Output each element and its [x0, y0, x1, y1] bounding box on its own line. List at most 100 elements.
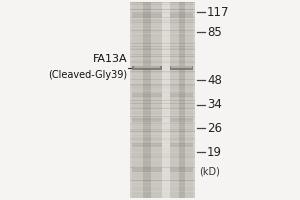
- Bar: [130, 103, 195, 104]
- Bar: [178, 2, 184, 198]
- Bar: [130, 72, 195, 73]
- Bar: [130, 71, 195, 72]
- Bar: [130, 134, 195, 135]
- Bar: [130, 64, 195, 65]
- Bar: [130, 195, 195, 196]
- Bar: [130, 177, 195, 178]
- Bar: [170, 66, 193, 70]
- Text: 34: 34: [207, 98, 222, 112]
- Bar: [130, 131, 195, 132]
- Bar: [170, 2, 193, 198]
- Bar: [130, 175, 195, 176]
- Bar: [130, 196, 195, 197]
- Bar: [130, 138, 195, 139]
- Bar: [134, 66, 160, 68]
- Bar: [130, 44, 195, 45]
- Bar: [130, 133, 195, 134]
- Bar: [130, 66, 195, 67]
- Bar: [130, 43, 195, 44]
- Bar: [130, 40, 195, 41]
- Bar: [130, 77, 195, 78]
- Text: FA13A: FA13A: [92, 54, 127, 64]
- Bar: [130, 89, 195, 90]
- Bar: [130, 74, 195, 75]
- Bar: [130, 142, 195, 143]
- Bar: [130, 98, 195, 99]
- Bar: [130, 56, 195, 57]
- Bar: [130, 156, 195, 157]
- Bar: [130, 75, 195, 76]
- Bar: [130, 124, 195, 125]
- Bar: [130, 61, 195, 62]
- Bar: [130, 165, 195, 166]
- Bar: [130, 178, 195, 179]
- Text: 85: 85: [207, 25, 222, 38]
- Bar: [130, 25, 195, 26]
- Bar: [130, 129, 195, 130]
- Bar: [130, 118, 195, 119]
- Text: 117: 117: [207, 5, 230, 19]
- Bar: [130, 84, 195, 85]
- Bar: [130, 121, 195, 122]
- Bar: [130, 149, 195, 150]
- Bar: [130, 30, 195, 31]
- Bar: [130, 4, 195, 5]
- Bar: [130, 102, 195, 103]
- Bar: [130, 35, 195, 36]
- Bar: [130, 23, 195, 24]
- Bar: [130, 5, 195, 6]
- Bar: [130, 120, 195, 121]
- Bar: [130, 87, 195, 88]
- Bar: [130, 170, 195, 171]
- Bar: [130, 26, 195, 27]
- Bar: [170, 118, 193, 122]
- Bar: [130, 13, 195, 14]
- Bar: [130, 38, 195, 39]
- Bar: [130, 59, 195, 60]
- Bar: [130, 2, 195, 3]
- Bar: [170, 13, 193, 17]
- Bar: [130, 69, 195, 70]
- Bar: [130, 62, 195, 63]
- Bar: [130, 152, 195, 153]
- Bar: [130, 123, 195, 124]
- Bar: [130, 107, 195, 108]
- Bar: [130, 164, 195, 165]
- Bar: [130, 51, 195, 52]
- Bar: [130, 191, 195, 192]
- Bar: [130, 10, 195, 11]
- Bar: [130, 185, 195, 186]
- Bar: [130, 49, 195, 50]
- Bar: [132, 143, 162, 147]
- Bar: [170, 93, 193, 97]
- Bar: [130, 90, 195, 91]
- Bar: [130, 85, 195, 86]
- Bar: [130, 33, 195, 34]
- Bar: [132, 2, 162, 198]
- Bar: [130, 41, 195, 42]
- Bar: [130, 147, 195, 148]
- Bar: [130, 95, 195, 96]
- Bar: [130, 28, 195, 29]
- Bar: [130, 36, 195, 37]
- Bar: [130, 22, 195, 23]
- Bar: [130, 182, 195, 183]
- Bar: [130, 180, 195, 181]
- Bar: [130, 79, 195, 80]
- Text: 26: 26: [207, 121, 222, 134]
- Bar: [130, 173, 195, 174]
- Bar: [130, 169, 195, 170]
- Bar: [130, 108, 195, 109]
- Bar: [130, 157, 195, 158]
- Bar: [130, 154, 195, 155]
- Bar: [130, 31, 195, 32]
- Bar: [130, 82, 195, 83]
- Bar: [130, 188, 195, 189]
- Bar: [130, 126, 195, 127]
- Bar: [130, 113, 195, 114]
- Bar: [130, 139, 195, 140]
- Text: (kD): (kD): [199, 167, 220, 177]
- Bar: [143, 2, 151, 198]
- Bar: [130, 190, 195, 191]
- Text: 48: 48: [207, 73, 222, 86]
